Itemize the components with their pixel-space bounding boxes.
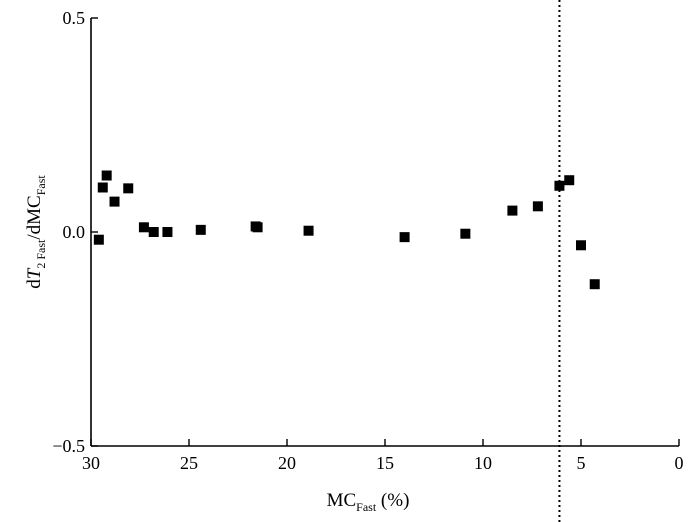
data-point	[109, 196, 120, 207]
y-tick-label: 0.5	[63, 8, 86, 28]
plot-axes	[90, 18, 679, 447]
x-tick-label: 30	[82, 453, 100, 473]
data-point	[576, 240, 586, 251]
data-point	[162, 227, 173, 237]
data-point	[123, 183, 134, 194]
data-point	[97, 182, 108, 193]
x-tick-label: 15	[376, 453, 394, 473]
x-tick-label: 5	[577, 453, 586, 473]
data-point	[303, 225, 314, 236]
data-point	[564, 175, 575, 186]
data-point	[532, 201, 543, 212]
ticks-layer: 30 25 20 15 10 5 0 0.5 0.0 −0.5	[52, 8, 683, 473]
y-tick-label: 0.0	[63, 222, 86, 242]
data-point	[589, 279, 600, 290]
data-point	[554, 180, 565, 191]
x-tick-label: 10	[474, 453, 492, 473]
data-point	[195, 224, 206, 235]
x-tick-label: 25	[180, 453, 198, 473]
data-point	[460, 228, 471, 239]
x-tick-label: 0	[675, 453, 684, 473]
data-point	[138, 222, 149, 233]
data-point	[399, 232, 410, 243]
y-axis-label: dT2 Fast/dMCFast	[24, 175, 48, 289]
x-axis-label: MCFast (%)	[327, 490, 410, 514]
data-points	[93, 170, 600, 290]
data-point	[507, 205, 518, 216]
x-tick-label: 20	[278, 453, 296, 473]
y-tick-label: −0.5	[52, 436, 85, 456]
data-point	[93, 234, 104, 245]
data-point	[148, 227, 159, 237]
data-point	[252, 222, 263, 233]
data-point	[101, 170, 112, 181]
